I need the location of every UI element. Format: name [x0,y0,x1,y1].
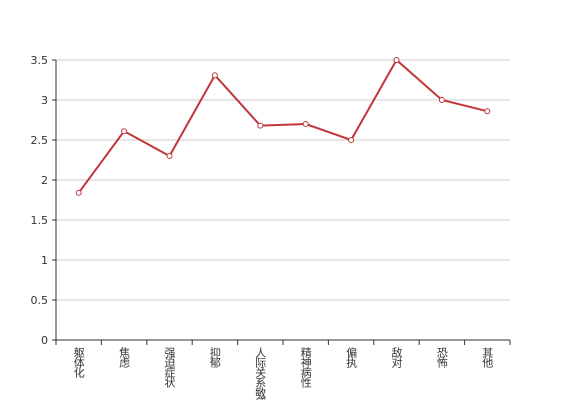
y-tick-label: 0.5 [31,294,49,307]
x-tick-label: 躯体化 [72,347,85,379]
point [166,153,173,159]
line [77,58,488,194]
x-tick-label: 人际关系敏感 [254,347,267,400]
point [257,122,264,129]
point [348,137,355,143]
x-tick-label: 敌对 [390,346,403,368]
y-tick-label: 1 [41,254,48,267]
y-tick-label: 3 [41,94,48,107]
x-tick-label: 精神病性 [299,347,312,389]
point [75,189,82,196]
point [211,72,218,79]
x-tick-label: 其他 [481,347,494,368]
y-tick-label: 2 [41,174,48,187]
x-tick-label: 强迫症状 [163,347,176,388]
y-tick-label: 1.5 [31,214,49,227]
x-tick-label: 偏执 [345,346,358,369]
x-tick-label: 抑郁 [208,346,221,368]
y-tick-label: 3.5 [31,54,49,67]
x-tick-label: 恐怖 [435,347,448,368]
x-tick-label: 焦虑 [118,347,131,368]
y-tick-label: 0 [41,334,48,347]
point [484,108,491,115]
point [438,97,445,103]
point [302,121,309,127]
point [121,128,128,135]
y-tick-label: 2.5 [31,134,49,147]
point [393,57,400,63]
